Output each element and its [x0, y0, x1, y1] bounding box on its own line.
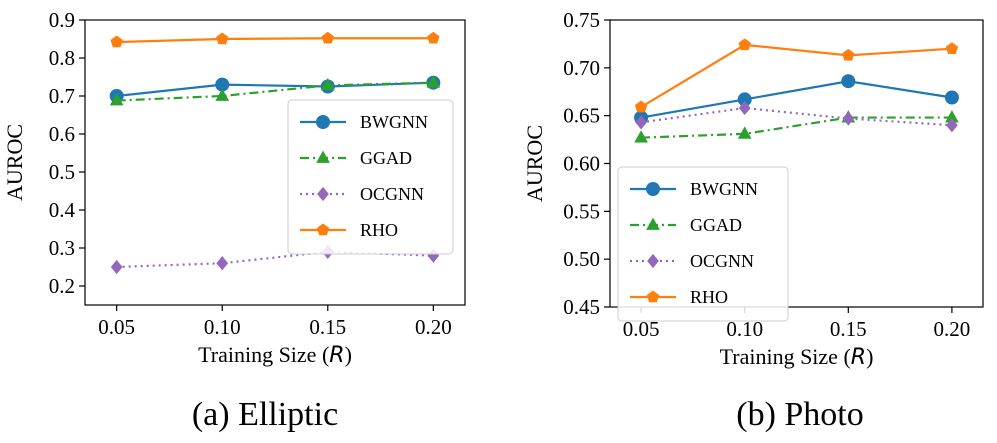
series-ocgnn [635, 100, 958, 133]
data-point-ocgnn [738, 100, 751, 116]
data-point-ocgnn [842, 111, 855, 126]
x-tick-label: 0.15 [309, 315, 346, 339]
legend-label: GGAD [690, 215, 742, 235]
y-axis-label: AUROC [522, 125, 547, 202]
legend-label: RHO [690, 287, 728, 307]
y-tick-label: 0.60 [563, 152, 600, 176]
y-axis-label: AUROC [2, 124, 27, 201]
y-tick-label: 0.5 [49, 160, 75, 184]
series-rho [634, 38, 959, 113]
data-point-ocgnn [946, 118, 958, 133]
legend-marker-rho [316, 223, 330, 236]
legend-marker-bwgnn [316, 115, 330, 129]
y-tick-label: 0.8 [49, 46, 75, 70]
x-tick-label: 0.20 [415, 315, 452, 339]
legend-label: RHO [360, 220, 398, 240]
y-tick-label: 0.70 [563, 56, 600, 80]
data-point-ggad [320, 77, 335, 91]
series-line-bwgnn [116, 81, 434, 98]
series-bwgnn [634, 74, 959, 125]
legend-marker-bwgnn [646, 182, 660, 196]
series-ggad [634, 110, 959, 143]
chart-1: 0.2 0.3 0.4 0.5 0.6 0.7 0.8 0.9 0.05 0.10 0.15 0.20… [2, 8, 466, 433]
x-tick-label: 0.15 [830, 317, 867, 341]
figure-caption: (b) Photo [736, 396, 864, 433]
data-point-rho [945, 42, 959, 54]
data-point-ocgnn [216, 256, 229, 271]
y-tick-label: 0.45 [563, 295, 600, 319]
data-point-ocgnn [110, 259, 123, 275]
y-tick-label: 0.75 [563, 8, 600, 32]
series-line-ggad [116, 81, 434, 102]
data-point-bwgnn [841, 74, 856, 89]
data-point-rho [216, 32, 229, 45]
legend-label: OCGNN [690, 251, 754, 271]
data-point-rho [842, 48, 855, 61]
data-point-bwgnn [944, 90, 959, 105]
data-point-ggad [945, 110, 959, 123]
y-tick-label: 0.9 [49, 8, 75, 32]
legend: BWGNN GGAD OCGNN RHO [287, 99, 454, 255]
legend-label: OCGNN [360, 184, 424, 204]
figure-caption: (a) Elliptic [192, 396, 338, 433]
data-point-rho [110, 35, 123, 48]
legend-marker-ggad [646, 217, 660, 230]
data-point-rho [321, 31, 334, 44]
series-line-ggad [641, 116, 952, 139]
y-tick-label: 0.2 [49, 274, 75, 298]
x-tick-label: 0.20 [934, 317, 971, 341]
y-tick-label: 0.65 [563, 104, 600, 128]
legend-label: GGAD [360, 148, 412, 168]
legend-label: BWGNN [360, 112, 428, 132]
series-line-bwgnn [640, 80, 953, 119]
data-point-ggad [634, 130, 648, 143]
y-tick-label: 0.4 [49, 198, 76, 222]
series-ggad [109, 75, 441, 106]
y-tick-label: 0.6 [49, 122, 75, 146]
legend: BWGNN GGAD OCGNN RHO [617, 166, 789, 322]
series-line-rho [640, 43, 952, 109]
legend-marker-ocgnn [647, 253, 659, 269]
x-tick-label: 0.10 [204, 315, 241, 339]
data-point-rho [738, 38, 751, 51]
data-point-ggad [426, 75, 441, 88]
data-point-rho [634, 100, 648, 113]
plot-frame [84, 19, 466, 306]
x-tick-label: 0.05 [98, 315, 135, 339]
data-point-ggad [215, 88, 230, 101]
legend-box [287, 99, 454, 255]
data-point-ocgnn [427, 248, 440, 263]
legend-marker-ocgnn [317, 186, 329, 202]
y-tick-label: 0.3 [49, 236, 75, 260]
y-tick-label: 0.50 [563, 247, 600, 271]
data-point-ggad [737, 126, 752, 139]
legend-marker-ggad [316, 150, 330, 163]
series-line-ocgnn [640, 106, 952, 127]
data-point-rho [427, 31, 440, 44]
legend-box [617, 166, 789, 322]
data-point-ggad [109, 93, 124, 106]
series-line-rho [116, 37, 434, 44]
chart-2: 0.450.500.550.600.650.700.750.05 0.10 0.15… [522, 8, 984, 433]
legend-label: BWGNN [690, 179, 758, 199]
x-axis-label: Training Size (R) [198, 342, 352, 368]
legend-marker-rho [646, 290, 660, 303]
y-tick-label: 0.7 [49, 84, 75, 108]
y-tick-label: 0.55 [563, 199, 600, 223]
data-point-ocgnn [635, 115, 647, 130]
series-rho [110, 31, 440, 48]
x-axis-label: Training Size (R) [720, 344, 874, 370]
